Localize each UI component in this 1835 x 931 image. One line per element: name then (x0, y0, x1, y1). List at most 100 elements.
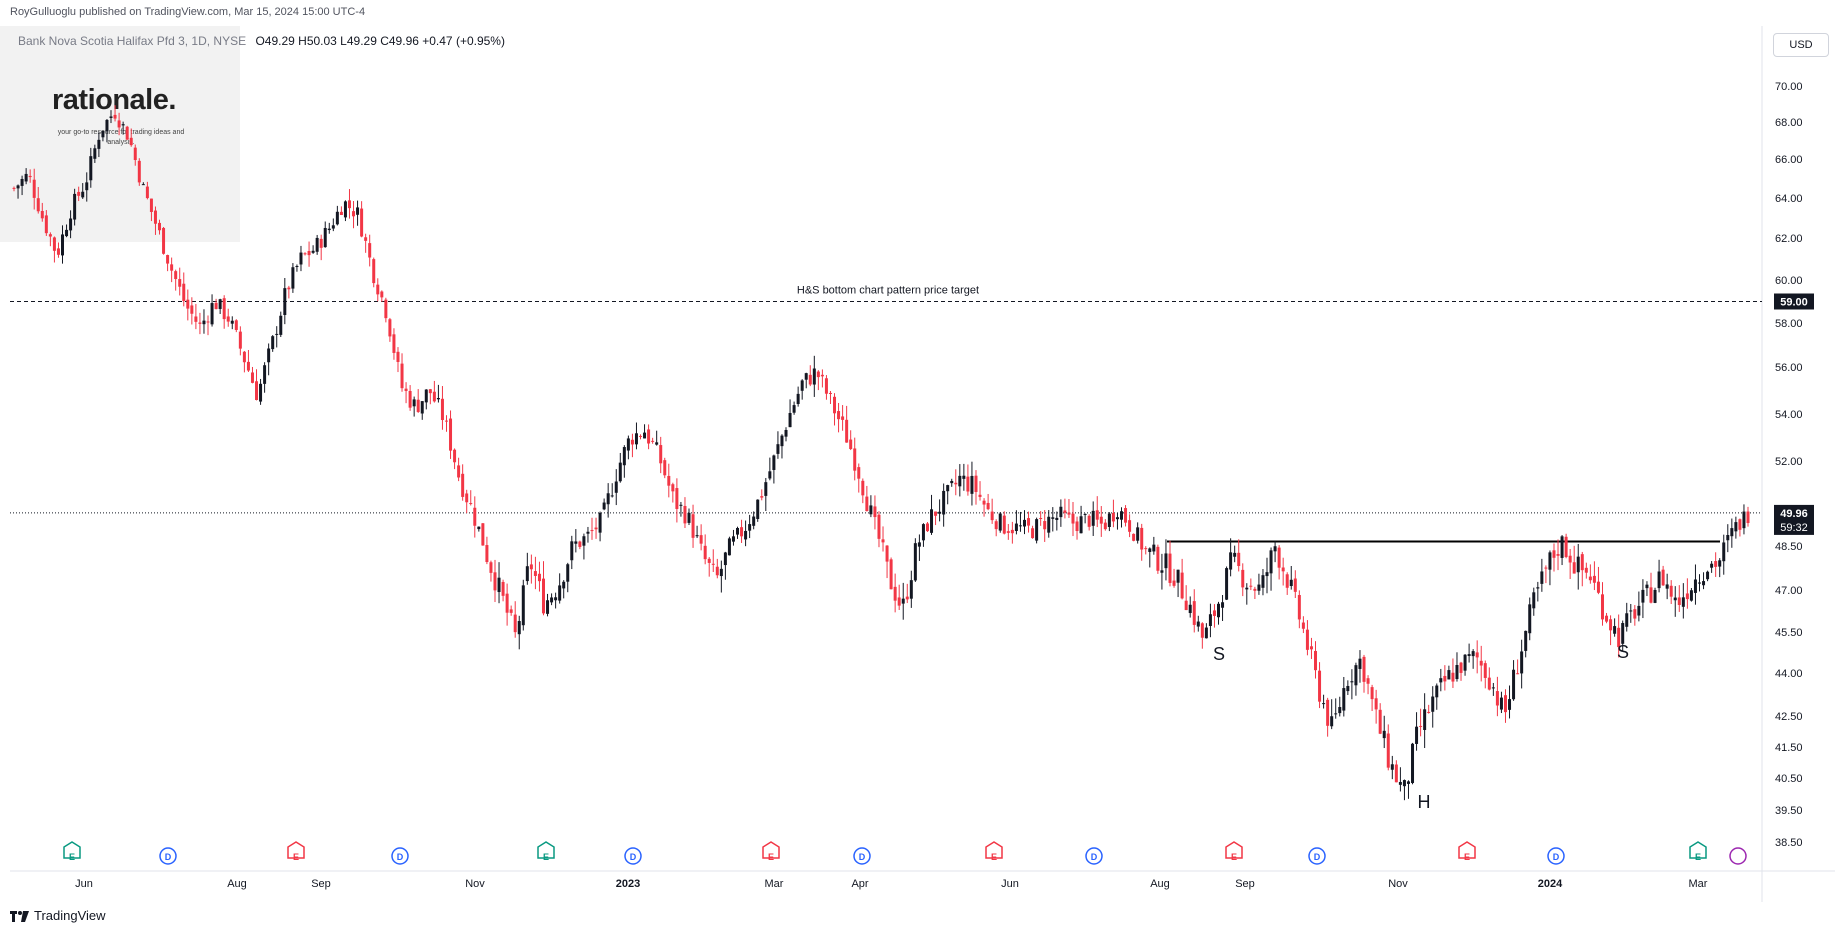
candle-body (1091, 510, 1095, 526)
candle-body (756, 499, 760, 519)
symbol-legend: Bank Nova Scotia Halifax Pfd 3, 1D, NYSE… (18, 34, 505, 48)
y-tick-label: 70.00 (1775, 81, 1803, 93)
candle-body (291, 267, 295, 289)
earnings-icon[interactable] (985, 841, 1003, 859)
price-target-label: H&S bottom chart pattern price target (797, 285, 979, 297)
candle-body (618, 462, 622, 482)
candle-body (966, 476, 970, 492)
candle-body (982, 500, 986, 505)
candle-body (428, 389, 432, 394)
dividend-icon[interactable] (391, 847, 409, 865)
candle-body (1584, 567, 1588, 573)
dividend-icon[interactable] (1085, 847, 1103, 865)
candle-body (1637, 605, 1641, 616)
candle-body (295, 266, 299, 268)
candle-body (315, 237, 319, 252)
candle-body (149, 198, 153, 212)
dividend-icon-letter: D (630, 852, 637, 862)
candle-body (404, 388, 408, 391)
candle-body (89, 156, 93, 181)
dividend-icon-letter: D (1314, 852, 1321, 862)
candle-body (190, 305, 194, 314)
earnings-icon[interactable] (1689, 841, 1707, 859)
currency-button[interactable]: USD (1773, 33, 1829, 57)
candle-body (529, 564, 533, 570)
candle-body (1645, 584, 1649, 589)
candle-body (1225, 568, 1229, 600)
candle-body (1613, 626, 1617, 634)
candle-body (865, 496, 869, 512)
candle-body (1107, 513, 1111, 527)
dividend-icon[interactable] (853, 847, 871, 865)
lightning-icon[interactable] (1729, 847, 1747, 865)
candle-body (388, 319, 392, 337)
candle-body (1499, 697, 1503, 710)
candle-body (12, 187, 16, 189)
candle-body (396, 351, 400, 362)
candle-body (748, 524, 752, 531)
earnings-icon[interactable] (287, 841, 305, 859)
candle-body (105, 119, 109, 132)
candle-body (509, 609, 513, 613)
candle-body (133, 147, 137, 161)
candle-body (323, 227, 327, 248)
candle-body (954, 482, 958, 485)
candle-body (1439, 678, 1443, 683)
candle-body (364, 237, 368, 241)
candle-body (1621, 623, 1625, 644)
dividend-icon[interactable] (159, 847, 177, 865)
candle-body (1156, 546, 1160, 571)
candle-body (986, 502, 990, 510)
earnings-icon[interactable] (537, 841, 555, 859)
candle-body (1330, 716, 1334, 727)
publish-caption: RoyGulluoglu published on TradingView.co… (10, 6, 366, 18)
candle-body (1027, 518, 1031, 526)
symbol-name[interactable]: Bank Nova Scotia Halifax Pfd 3, 1D, NYSE (18, 34, 247, 48)
dividend-icon[interactable] (624, 847, 642, 865)
candle-body (206, 321, 210, 323)
candle-body (440, 398, 444, 421)
candle-body (1233, 552, 1237, 557)
candle-body (1471, 651, 1475, 657)
candle-body (687, 512, 691, 523)
dividend-icon[interactable] (1308, 847, 1326, 865)
candle-body (279, 315, 283, 335)
earnings-icon[interactable] (762, 841, 780, 859)
pattern-label-h: H (1418, 792, 1431, 812)
candle-body (1152, 544, 1156, 552)
candle-body (1576, 556, 1580, 573)
candle-body (578, 541, 582, 547)
candle-body (436, 397, 440, 400)
candle-body (1075, 521, 1079, 532)
candle-body (267, 348, 271, 363)
candle-body (1043, 521, 1047, 530)
candle-body (1609, 619, 1613, 631)
earnings-icon[interactable] (1458, 841, 1476, 859)
candle-body (145, 186, 149, 199)
candle-body (1297, 595, 1301, 620)
candle-body (238, 331, 242, 349)
x-tick-label: Nov (1388, 878, 1408, 890)
dividend-icon[interactable] (1547, 847, 1565, 865)
dividend-icon-letter: D (859, 852, 866, 862)
candle-body (776, 444, 780, 454)
candle-body (1419, 725, 1423, 727)
candle-body (93, 148, 97, 159)
candle-body (566, 564, 570, 582)
candle-body (570, 541, 574, 561)
candle-body (1406, 781, 1410, 784)
tradingview-logo[interactable]: TradingView (10, 908, 106, 923)
candle-body (925, 523, 929, 532)
candle-body (533, 571, 537, 576)
earnings-icon[interactable] (1225, 841, 1243, 859)
tradingview-icon (10, 909, 30, 923)
candle-body (893, 586, 897, 601)
earnings-icon[interactable] (63, 841, 81, 859)
candle-body (1443, 675, 1447, 682)
candle-body (1746, 511, 1750, 524)
candle-body (921, 524, 925, 541)
candle-body (1273, 546, 1277, 552)
candle-body (537, 573, 541, 582)
candle-body (1289, 579, 1293, 587)
